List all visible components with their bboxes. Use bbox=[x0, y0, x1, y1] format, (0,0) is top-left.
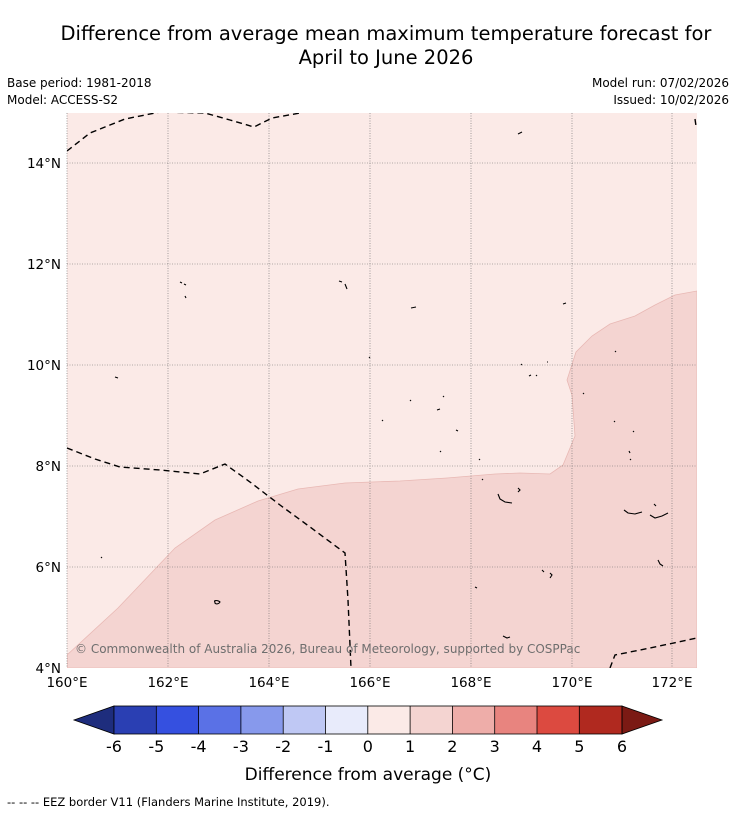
colorbar-tick-4: 4 bbox=[532, 737, 542, 756]
colorbar-tick--4: -4 bbox=[191, 737, 207, 756]
island-7 bbox=[368, 356, 371, 359]
lon-tick-164e: 164°E bbox=[248, 675, 289, 691]
colorbar-tick--6: -6 bbox=[106, 737, 122, 756]
lon-tick-168e: 168°E bbox=[450, 675, 491, 691]
island-20 bbox=[474, 586, 478, 589]
colorbar-bin-4-5 bbox=[537, 706, 580, 734]
colorbar-bin--3--2 bbox=[240, 706, 284, 734]
island-3 bbox=[338, 280, 348, 290]
colorbar-tick-6: 6 bbox=[617, 737, 627, 756]
colorbar-bin-5-6 bbox=[579, 706, 622, 734]
colorbar-tick-1: 1 bbox=[405, 737, 415, 756]
eez-border-northeast bbox=[694, 118, 697, 127]
meta-right: Model run: 07/02/2026 Issued: 10/02/2026 bbox=[592, 75, 729, 109]
island-11 bbox=[381, 419, 459, 432]
colorbar-extend-high bbox=[621, 705, 664, 735]
colorbar-tick-5: 5 bbox=[574, 737, 584, 756]
colorbar-tick--3: -3 bbox=[233, 737, 249, 756]
island-5 bbox=[562, 302, 567, 305]
chart-title: Difference from average mean maximum tem… bbox=[0, 22, 736, 70]
island-19 bbox=[214, 599, 221, 605]
lat-tick-4n: 4°N bbox=[36, 661, 61, 677]
island-13 bbox=[439, 450, 484, 481]
island-6 bbox=[114, 376, 119, 379]
island-14 bbox=[497, 487, 521, 504]
eez-border-north bbox=[67, 113, 301, 152]
island-18 bbox=[657, 559, 664, 567]
title-line-2: April to June 2026 bbox=[298, 46, 474, 69]
eez-borders bbox=[67, 113, 697, 668]
colorbar-bin-1-2 bbox=[410, 706, 453, 734]
colorbar-tick-0: 0 bbox=[363, 737, 373, 756]
colorbar-bin--1-0 bbox=[325, 706, 368, 734]
colorbar-bin-0-1 bbox=[367, 706, 411, 734]
issued-date: Issued: 10/02/2026 bbox=[613, 93, 729, 107]
eez-border-west bbox=[67, 447, 352, 668]
lon-tick-160e: 160°E bbox=[46, 675, 87, 691]
lat-tick-14n: 14°N bbox=[27, 156, 61, 172]
latitude-ticks: 14°N 12°N 10°N 8°N 6°N 4°N bbox=[27, 156, 61, 677]
colorbar-bin--4--3 bbox=[198, 706, 241, 734]
grid-lines bbox=[66, 113, 697, 668]
island-2 bbox=[179, 281, 187, 299]
eez-footnote: -- -- -- EEZ border V11 (Flanders Marine… bbox=[7, 795, 330, 809]
island-10 bbox=[409, 395, 445, 411]
lat-tick-8n: 8°N bbox=[36, 459, 61, 475]
model-name: Model: ACCESS-S2 bbox=[7, 93, 119, 107]
colorbar-tick-3: 3 bbox=[490, 737, 500, 756]
colorbar-bin-3-4 bbox=[494, 706, 537, 734]
colorbar-bin-2-3 bbox=[452, 706, 495, 734]
island-9 bbox=[582, 350, 617, 395]
colorbar-bin--6--5 bbox=[114, 706, 157, 734]
lat-tick-6n: 6°N bbox=[36, 560, 61, 576]
copyright-notice: © Commonwealth of Australia 2026, Bureau… bbox=[75, 642, 580, 656]
colorbar-tick--2: -2 bbox=[275, 737, 291, 756]
island-15 bbox=[623, 503, 669, 519]
model-run: Model run: 07/02/2026 bbox=[591, 76, 729, 90]
island-4 bbox=[410, 306, 417, 309]
colorbar-extend-low bbox=[72, 705, 115, 735]
lon-tick-172e: 172°E bbox=[651, 675, 692, 691]
lon-tick-166e: 166°E bbox=[349, 675, 390, 691]
colorbar-label: Difference from average (°C) bbox=[245, 765, 492, 785]
island-8 bbox=[520, 361, 548, 377]
title-line-1: Difference from average mean maximum tem… bbox=[60, 22, 712, 45]
eez-border-southeast bbox=[609, 637, 697, 668]
meta-left: Base period: 1981-2018 Model: ACCESS-S2 bbox=[7, 75, 152, 109]
lon-tick-162e: 162°E bbox=[147, 675, 188, 691]
lon-tick-170e: 170°E bbox=[551, 675, 592, 691]
colorbar-tick-2: 2 bbox=[447, 737, 457, 756]
colorbar-tick--1: -1 bbox=[318, 737, 334, 756]
lat-tick-10n: 10°N bbox=[27, 358, 61, 374]
longitude-ticks: 160°E 162°E 164°E 166°E 168°E 170°E 172°… bbox=[46, 675, 692, 691]
island-17 bbox=[541, 569, 553, 579]
anomaly-region-1-to-2 bbox=[67, 290, 697, 668]
colorbar-bin--5--4 bbox=[156, 706, 199, 734]
colorbar: -6 -5 -4 -3 -2 -1 0 1 2 3 4 5 6 Differen… bbox=[72, 705, 664, 785]
base-period: Base period: 1981-2018 bbox=[7, 76, 152, 90]
island-21 bbox=[502, 635, 511, 639]
colorbar-bin--2--1 bbox=[283, 706, 326, 734]
colorbar-tick--5: -5 bbox=[148, 737, 164, 756]
island-1 bbox=[517, 131, 523, 135]
islands bbox=[100, 131, 669, 639]
island-16 bbox=[100, 556, 103, 559]
island-12 bbox=[613, 420, 635, 461]
lat-tick-12n: 12°N bbox=[27, 257, 61, 273]
